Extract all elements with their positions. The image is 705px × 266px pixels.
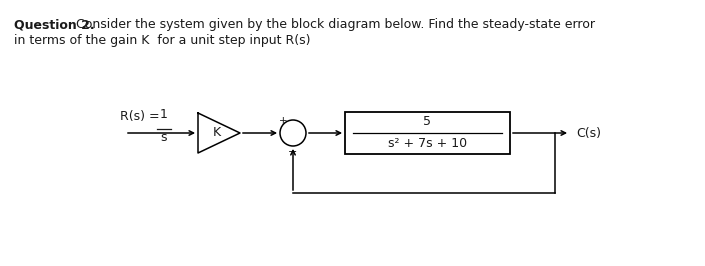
Text: 5: 5: [424, 115, 431, 128]
Bar: [345, 112, 510, 154]
Text: in terms of the gain K  for a unit step input R(s): in terms of the gain K for a unit step i…: [14, 34, 310, 47]
Text: 1: 1: [160, 108, 168, 121]
Text: +: +: [279, 116, 288, 126]
Text: s: s: [161, 131, 167, 144]
Text: C(s): C(s): [576, 127, 601, 139]
Text: Consider the system given by the block diagram below. Find the steady-state erro: Consider the system given by the block d…: [76, 18, 595, 31]
Text: −: −: [288, 147, 298, 157]
Text: R(s) =: R(s) =: [120, 110, 159, 123]
Text: s² + 7s + 10: s² + 7s + 10: [388, 137, 467, 150]
Text: K: K: [213, 126, 221, 139]
Text: Question 2.: Question 2.: [14, 18, 94, 31]
